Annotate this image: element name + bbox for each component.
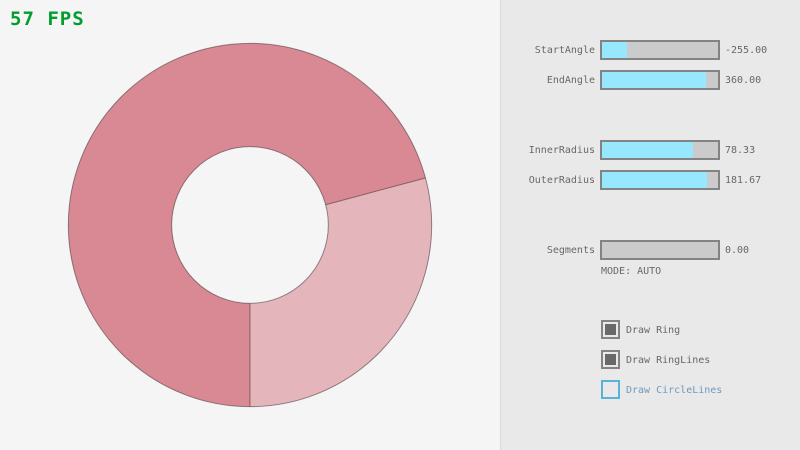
outer-radius-row: OuterRadius 181.67 bbox=[501, 170, 800, 190]
end-angle-row: EndAngle 360.00 bbox=[501, 70, 800, 90]
fps-counter: 57 FPS bbox=[10, 8, 85, 30]
outer-radius-value: 181.67 bbox=[725, 175, 762, 186]
ring-inner-outline bbox=[171, 146, 329, 304]
inner-radius-value: 78.33 bbox=[725, 145, 756, 156]
checkmark-icon bbox=[605, 324, 616, 335]
draw-ring-checkbox[interactable] bbox=[601, 320, 620, 339]
outer-radius-label: OuterRadius bbox=[528, 175, 595, 186]
end-angle-slider[interactable] bbox=[600, 70, 720, 90]
inner-radius-slider-fill bbox=[602, 142, 693, 158]
segments-mode-text: MODE: AUTO bbox=[601, 266, 662, 277]
inner-radius-label: InnerRadius bbox=[528, 145, 595, 156]
draw-ringlines-label: Draw RingLines bbox=[626, 355, 711, 366]
start-angle-label: StartAngle bbox=[534, 45, 595, 56]
draw-ringlines-checkbox[interactable] bbox=[601, 350, 620, 369]
start-angle-slider-fill bbox=[602, 42, 628, 58]
draw-circlelines-checkbox[interactable] bbox=[601, 380, 620, 399]
segments-label: Segments bbox=[546, 245, 595, 256]
start-angle-row: StartAngle -255.00 bbox=[501, 40, 800, 60]
ring-outer-outline bbox=[67, 42, 433, 408]
outer-radius-slider[interactable] bbox=[600, 170, 720, 190]
inner-radius-row: InnerRadius 78.33 bbox=[501, 140, 800, 160]
segments-slider[interactable] bbox=[600, 240, 720, 260]
end-angle-label: EndAngle bbox=[546, 75, 595, 86]
checkmark-icon bbox=[605, 354, 616, 365]
end-angle-slider-fill bbox=[602, 72, 707, 88]
start-angle-value: -255.00 bbox=[725, 45, 768, 56]
segments-value: 0.00 bbox=[725, 245, 750, 256]
end-angle-value: 360.00 bbox=[725, 75, 762, 86]
segments-row: Segments 0.00 bbox=[501, 240, 800, 260]
draw-circlelines-label: Draw CircleLines bbox=[626, 385, 723, 396]
outer-radius-slider-fill bbox=[602, 172, 708, 188]
control-panel: StartAngle -255.00 EndAngle 360.00 Inner… bbox=[500, 0, 800, 450]
ring-hole bbox=[171, 146, 329, 304]
draw-ring-label: Draw Ring bbox=[626, 325, 681, 336]
inner-radius-slider[interactable] bbox=[600, 140, 720, 160]
ring-radial-line-upper-right bbox=[325, 177, 426, 206]
start-angle-slider[interactable] bbox=[600, 40, 720, 60]
